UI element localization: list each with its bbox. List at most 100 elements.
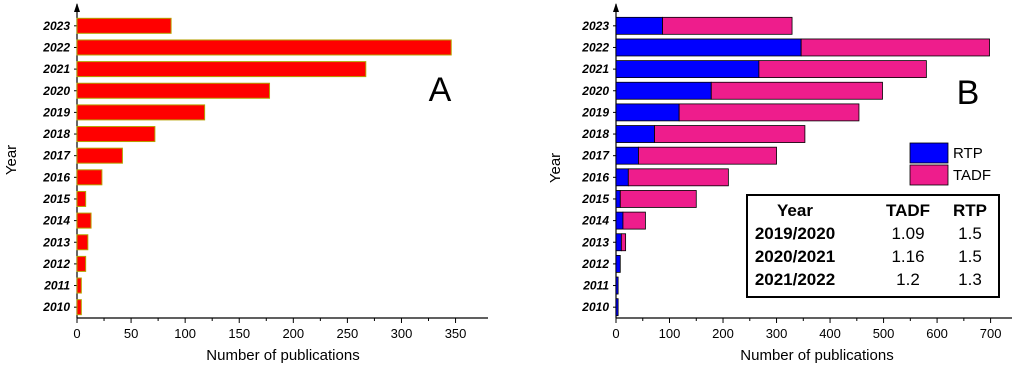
x-tick-label: 100: [659, 326, 681, 341]
bar: [76, 147, 123, 164]
bar: [76, 126, 156, 143]
table-cell: 1.2: [896, 270, 920, 289]
bar: [76, 212, 92, 229]
y-axis-arrow-icon: [74, 3, 80, 12]
x-tick-label: 400: [819, 326, 841, 341]
bar: [76, 190, 87, 207]
y-tick-label: 2017: [581, 149, 610, 163]
bar: [615, 81, 712, 100]
table-cell: 1.5: [958, 224, 982, 243]
bar: [615, 298, 619, 317]
bar: [627, 168, 729, 187]
table-cell: 1.16: [891, 247, 924, 266]
bar: [76, 61, 367, 78]
y-tick-label: 2016: [42, 170, 70, 184]
bar: [76, 17, 172, 34]
legend-label: RTP: [953, 145, 983, 162]
bar: [622, 211, 646, 230]
y-tick-label: 2022: [42, 40, 70, 54]
bar: [615, 168, 629, 187]
bar: [615, 233, 622, 252]
y-tick-label: 2015: [581, 192, 609, 206]
table-cell: 2019/2020: [755, 224, 835, 243]
table-cell: 1.5: [958, 247, 982, 266]
y-axis-label: Year: [3, 145, 20, 175]
x-tick-label: 50: [124, 326, 138, 341]
x-tick-label: 600: [926, 326, 948, 341]
y-tick-label: 2019: [581, 105, 609, 119]
legend: RTP TADF: [909, 142, 991, 186]
bar: [620, 233, 627, 252]
y-tick-label: 2013: [581, 235, 609, 249]
bar: [76, 277, 82, 294]
y-tick-label: 2022: [581, 40, 609, 54]
x-tick-label: 200: [282, 326, 304, 341]
ratio-table: Year TADF RTP 2019/2020 1.09 1.5 2020/2021 1.16…: [746, 194, 1000, 298]
legend-label: TADF: [953, 167, 991, 184]
y-axis-arrow-icon: [613, 3, 619, 12]
bar: [615, 276, 619, 295]
x-tick-label: 250: [337, 326, 359, 341]
bar: [615, 60, 760, 79]
y-axis-label: Year: [547, 153, 564, 183]
x-axis-label: Number of publications: [206, 347, 359, 364]
bar: [615, 254, 621, 273]
y-tick-label: 2013: [42, 235, 70, 249]
y-tick-label: 2017: [42, 149, 71, 163]
y-tick-label: 2020: [581, 84, 609, 98]
y-tick-label: 2021: [42, 62, 70, 76]
y-tick-label: 2012: [42, 257, 70, 271]
x-tick-label: 0: [612, 326, 619, 341]
y-tick-label: 2011: [582, 279, 609, 293]
bar: [758, 60, 927, 79]
y-tick-label: 2019: [42, 105, 70, 119]
y-tick-label: 2014: [42, 214, 70, 228]
bar: [76, 169, 103, 186]
y-tick-label: 2015: [42, 192, 70, 206]
bar: [76, 82, 271, 99]
y-tick-label: 2012: [581, 257, 609, 271]
y-tick-label: 2011: [43, 279, 70, 293]
x-tick-label: 700: [980, 326, 1002, 341]
bar: [615, 190, 621, 208]
bar: [76, 299, 82, 316]
bar: [638, 146, 777, 165]
legend-swatch: [909, 142, 949, 164]
table-frame: [746, 194, 1000, 298]
y-tick-label: 2018: [581, 127, 609, 141]
y-tick-label: 2010: [42, 300, 70, 314]
table-cell: 2021/2022: [755, 270, 835, 289]
panel-label: A: [429, 71, 452, 109]
bar: [678, 103, 860, 122]
x-tick-label: 150: [228, 326, 250, 341]
x-tick-label: 350: [445, 326, 467, 341]
x-tick-label: 300: [391, 326, 413, 341]
series-rtp: [615, 16, 802, 317]
bar: [619, 190, 697, 208]
y-tick-label: 2010: [581, 300, 609, 314]
bar: [800, 38, 990, 57]
table-cell: 1.09: [891, 224, 924, 243]
y-tick-label: 2023: [581, 19, 609, 33]
x-tick-label: 200: [712, 326, 734, 341]
x-tick-label: 500: [873, 326, 895, 341]
bar: [615, 38, 802, 57]
x-tick-label: 300: [766, 326, 788, 341]
x-axis-label: Number of publications: [740, 347, 893, 364]
table-header: Year: [777, 201, 813, 220]
y-tick-label: 2014: [581, 214, 609, 228]
bar: [615, 211, 624, 230]
table-cell: 1.3: [958, 270, 982, 289]
y-tick-label: 2021: [581, 62, 609, 76]
bar: [76, 104, 206, 121]
table-header: TADF: [886, 201, 930, 220]
bar: [615, 125, 655, 143]
bar: [615, 146, 639, 165]
bar: [662, 16, 793, 35]
legend-swatch: [909, 164, 949, 186]
y-tick-label: 2023: [42, 19, 70, 33]
panel-label: B: [957, 74, 980, 112]
y-tick-label: 2016: [581, 170, 609, 184]
y-tick-label: 2020: [42, 84, 70, 98]
